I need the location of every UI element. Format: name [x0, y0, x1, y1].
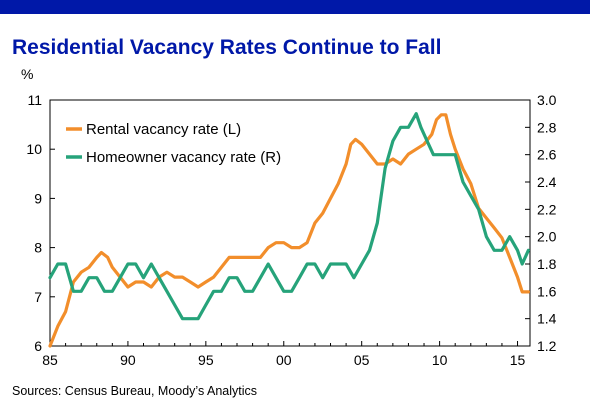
- right-tick-label: 2.2: [537, 201, 557, 217]
- x-tick-label: 85: [42, 352, 58, 368]
- right-tick-label: 1.8: [537, 256, 557, 272]
- x-tick-label: 90: [120, 352, 136, 368]
- left-tick-label: 8: [34, 240, 42, 256]
- left-y-axis: 6 7 8 9 10 11: [26, 92, 55, 354]
- left-tick-label: 10: [26, 141, 42, 157]
- rental-series-line: [48, 113, 531, 348]
- right-tick-label: 1.2: [537, 338, 557, 354]
- x-tick-label: 05: [354, 352, 370, 368]
- legend-label: Rental vacancy rate (L): [86, 121, 241, 138]
- x-tick-label: 15: [510, 352, 526, 368]
- series-lines: [48, 112, 531, 348]
- chart-title: Residential Vacancy Rates Continue to Fa…: [12, 36, 442, 59]
- right-y-axis: 1.2 1.4 1.6 1.8 2.0 2.2 2.4 2.6 2.8 3.0: [525, 92, 557, 354]
- left-axis-unit-label: %: [21, 66, 34, 82]
- right-tick-label: 2.8: [537, 119, 557, 135]
- left-tick-label: 11: [27, 92, 42, 108]
- left-tick-label: 7: [34, 289, 42, 305]
- right-tick-label: 1.4: [537, 311, 557, 327]
- right-tick-label: 2.0: [537, 229, 557, 245]
- left-tick-label: 6: [34, 338, 42, 354]
- right-tick-label: 2.4: [537, 174, 557, 190]
- source-note: Sources: Census Bureau, Moody’s Analytic…: [12, 384, 258, 398]
- legend: Rental vacancy rate (L) Homeowner vacancy…: [66, 121, 281, 166]
- x-tick-label: 10: [432, 352, 448, 368]
- plot-frame: [49, 99, 531, 347]
- x-axis: 85 90 95 00 05 10 15: [42, 341, 526, 368]
- homeowner-series-line: [48, 112, 531, 321]
- right-tick-label: 1.6: [537, 283, 557, 299]
- right-tick-label: 3.0: [537, 92, 557, 108]
- x-tick-label: 00: [276, 352, 292, 368]
- left-tick-label: 9: [34, 190, 42, 206]
- x-tick-label: 95: [198, 352, 214, 368]
- header-bar: [0, 0, 590, 14]
- right-tick-label: 2.6: [537, 147, 557, 163]
- legend-label: Homeowner vacancy rate (R): [86, 149, 281, 166]
